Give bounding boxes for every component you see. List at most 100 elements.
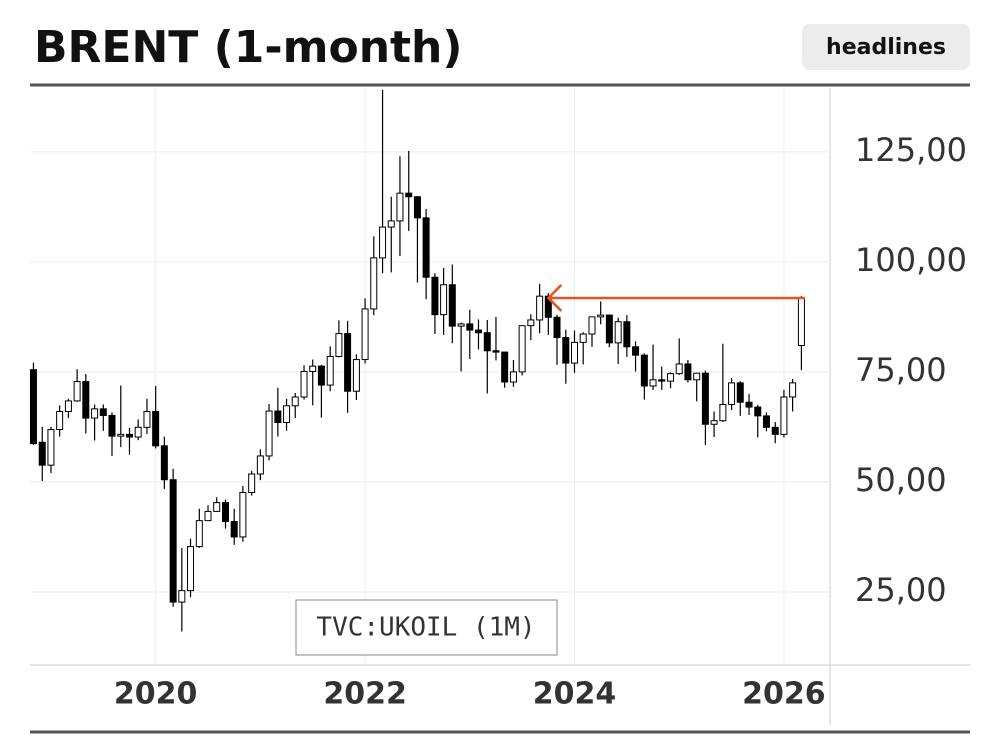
candle-body xyxy=(483,332,491,352)
candle-body xyxy=(91,408,99,419)
candle-body xyxy=(47,429,55,466)
y-tick-label: 75,00 xyxy=(855,351,947,389)
candle-body xyxy=(431,276,439,316)
candle-body xyxy=(187,546,195,592)
candle-body xyxy=(658,379,666,382)
candle-body xyxy=(204,510,212,522)
candle-body xyxy=(579,333,587,343)
page-title: BRENT (1-month) xyxy=(34,22,462,73)
candle-body xyxy=(562,337,570,364)
candle-body xyxy=(64,400,72,412)
annotation: TVC:UKOIL (1M) xyxy=(316,613,535,643)
candle-body xyxy=(667,373,675,382)
candle-body xyxy=(160,445,168,481)
candle-body xyxy=(789,382,797,398)
candle-body xyxy=(291,396,299,407)
candle-body xyxy=(213,502,221,512)
candle-body xyxy=(509,371,517,383)
overlay xyxy=(546,284,805,312)
candle-body xyxy=(745,401,753,408)
candle-body xyxy=(38,441,46,466)
candle-body xyxy=(352,359,360,392)
candle-body xyxy=(693,372,701,381)
candle-body xyxy=(326,355,334,386)
candle-body xyxy=(675,363,683,375)
candle-body xyxy=(771,426,779,435)
candle-body xyxy=(754,406,762,417)
candle-body xyxy=(248,473,256,493)
candle-body xyxy=(195,520,203,548)
candle-body xyxy=(309,365,317,372)
candle-body xyxy=(623,321,631,348)
candle-body xyxy=(335,333,343,357)
candle-body xyxy=(571,341,579,364)
candle-body xyxy=(710,420,718,425)
candle-body xyxy=(684,363,692,381)
candle-body xyxy=(99,408,107,416)
candle-body xyxy=(474,329,482,334)
candle-body xyxy=(274,410,282,423)
candle-body xyxy=(553,316,561,339)
candle-body xyxy=(317,365,325,386)
candle-body xyxy=(588,316,596,335)
candle-body xyxy=(614,321,622,344)
level-arrowhead xyxy=(546,284,563,312)
candle-body xyxy=(221,502,229,523)
candle-body xyxy=(762,415,770,428)
x-tick-label: 2024 xyxy=(533,677,617,712)
candle-body xyxy=(169,479,177,603)
candle-body xyxy=(379,226,387,259)
candle-body xyxy=(344,333,352,392)
candle-body xyxy=(797,297,805,346)
candle-body xyxy=(440,284,448,316)
candle-body xyxy=(370,257,378,310)
candle-body xyxy=(361,308,369,361)
y-tick-label: 125,00 xyxy=(855,131,967,169)
candle-body xyxy=(536,295,544,321)
candle-body xyxy=(230,521,238,538)
candle-body xyxy=(29,369,37,445)
annotation-box xyxy=(295,599,558,656)
headlines-button[interactable] xyxy=(802,24,970,70)
candle-body xyxy=(736,382,744,403)
candle-body xyxy=(143,410,151,428)
candle-body xyxy=(448,284,456,327)
candle-body xyxy=(518,325,526,373)
candle-body xyxy=(719,403,727,422)
candles xyxy=(29,89,805,632)
candle-body xyxy=(283,405,291,423)
candle-body xyxy=(422,217,430,278)
y-tick-label: 25,00 xyxy=(855,571,947,609)
candle-body xyxy=(605,314,613,344)
candle-body xyxy=(413,196,421,219)
candle-body xyxy=(728,382,736,405)
candle-body xyxy=(73,381,81,402)
candle-body xyxy=(632,346,640,356)
candle-body xyxy=(527,319,535,327)
candle-body xyxy=(466,323,474,331)
candle-body xyxy=(649,379,657,387)
candle-body xyxy=(701,372,709,425)
x-tick-label: 2022 xyxy=(323,677,407,712)
candle-body xyxy=(780,396,788,435)
candle-body xyxy=(178,590,186,603)
y-tick-label: 50,00 xyxy=(855,461,947,499)
y-tick-label: 100,00 xyxy=(855,241,967,279)
candle-body xyxy=(300,370,308,398)
x-tick-label: 2026 xyxy=(742,677,826,712)
candle-body xyxy=(640,354,648,387)
candle-body xyxy=(597,314,605,318)
candle-body xyxy=(396,192,404,222)
candle-body xyxy=(265,410,273,457)
candle-body xyxy=(387,220,395,228)
candle-body xyxy=(501,351,509,383)
candle-body xyxy=(125,433,133,438)
candle-body xyxy=(152,410,160,447)
candle-body xyxy=(492,350,500,353)
headlines-button-label[interactable]: headlines xyxy=(826,35,946,60)
candle-body xyxy=(82,381,90,419)
candle-body xyxy=(457,323,465,327)
candle-body xyxy=(117,433,125,437)
